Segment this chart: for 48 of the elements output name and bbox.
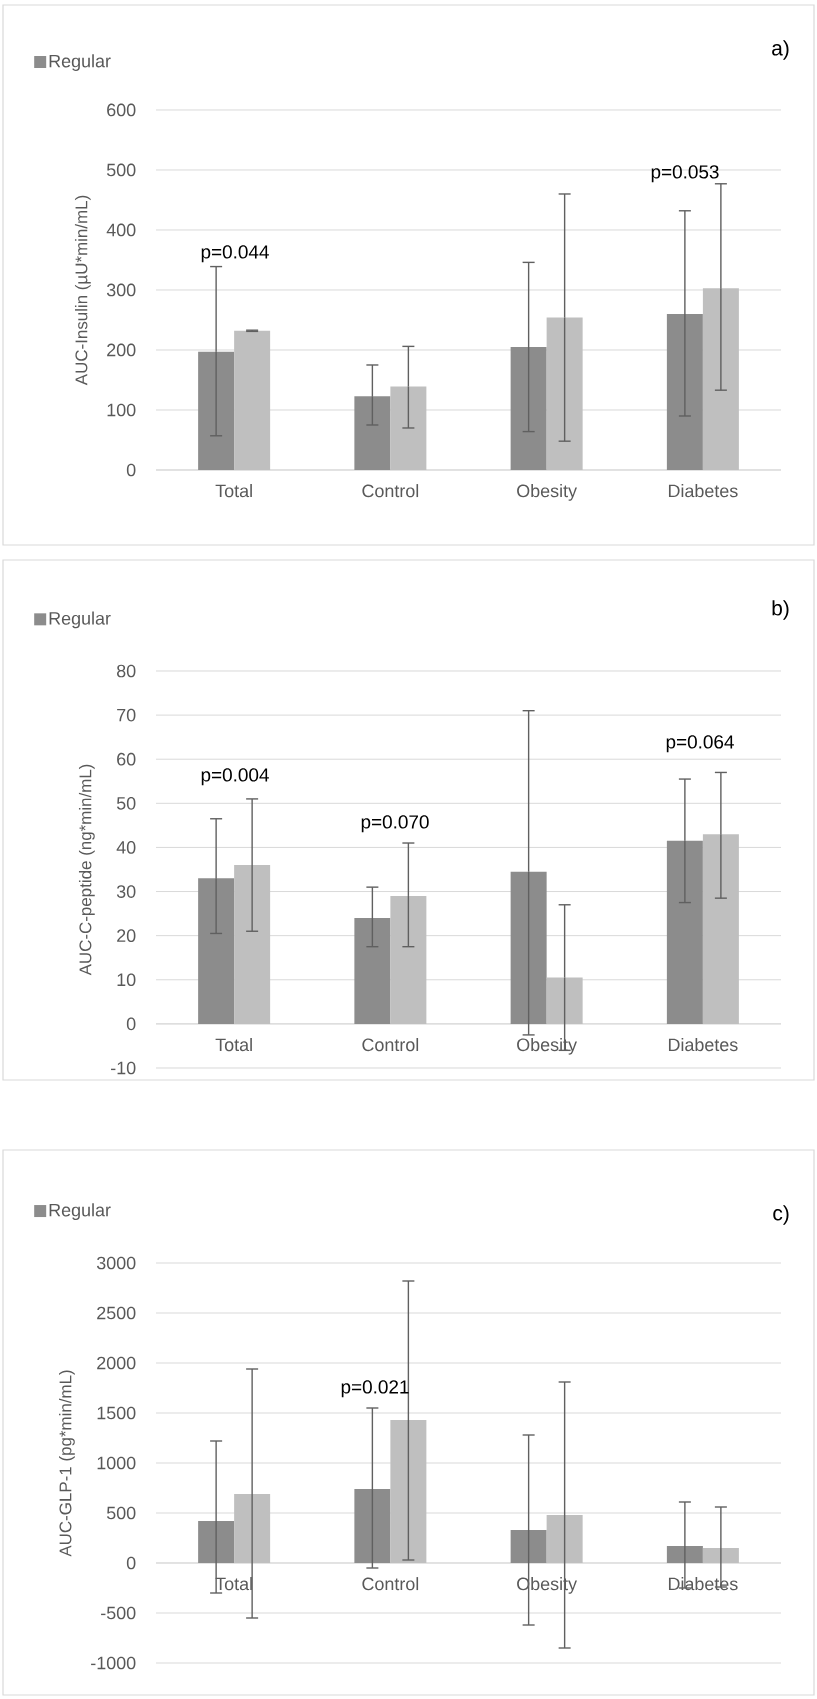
x-tick-label: Control xyxy=(362,1037,419,1052)
y-tick-label: 30 xyxy=(116,885,136,898)
annotation: p=0.064 xyxy=(666,735,734,753)
x-tick-label: Total xyxy=(215,1037,252,1052)
y-tick-label: 600 xyxy=(107,103,136,117)
y-tick-label: 500 xyxy=(106,1506,136,1520)
y-tick-label: 40 xyxy=(116,841,136,854)
legend-label: Regular xyxy=(49,54,111,71)
legend-label: Regular xyxy=(49,611,111,629)
x-tick-label: Control xyxy=(362,484,419,498)
y-tick-label: 1500 xyxy=(97,1406,136,1420)
y-tick-label: 60 xyxy=(117,752,136,766)
y-tick-label: 50 xyxy=(116,796,136,810)
y-tick-label: 0 xyxy=(126,1556,136,1570)
y-tick-label: 500 xyxy=(106,163,136,177)
y-tick-label: 1000 xyxy=(97,1456,136,1470)
y-tick-label: -500 xyxy=(101,1606,136,1620)
text: a) xyxy=(772,40,789,60)
y-tick-label: 400 xyxy=(106,223,136,237)
x-tick-label: Control xyxy=(362,1577,419,1591)
y-axis-title: AUC-Insulin (µU*min/mL) xyxy=(74,195,91,386)
y-tick-label: 0 xyxy=(126,463,136,477)
y-tick-label: 20 xyxy=(117,929,136,942)
x-tick-label: Obesity xyxy=(517,484,577,501)
y-tick-label: 10 xyxy=(117,973,136,987)
y-tick-label: -10 xyxy=(111,1061,136,1075)
annotation: p=0.044 xyxy=(201,245,269,263)
y-axis-title: AUC-C-peptide (ng*min/mL) xyxy=(78,764,95,976)
x-tick-label: Diabetes xyxy=(668,484,738,498)
x-tick-label: Total xyxy=(215,484,252,498)
y-tick-label: 3000 xyxy=(96,1256,136,1270)
y-tick-label: 0 xyxy=(126,1017,136,1031)
annotation: p=0.053 xyxy=(651,165,719,183)
text: c) xyxy=(773,1205,789,1225)
text: b) xyxy=(772,600,789,620)
y-tick-label: 2500 xyxy=(97,1306,136,1320)
legend-label: Regular xyxy=(49,1203,111,1220)
y-tick-label: 70 xyxy=(117,708,136,722)
y-axis-title: AUC-GLP-1 (pg*min/mL) xyxy=(59,1370,75,1557)
x-tick-label: Diabetes xyxy=(668,1037,738,1052)
y-tick-label: 80 xyxy=(116,664,136,678)
y-tick-label: 2000 xyxy=(97,1356,136,1370)
annotation: p=0.070 xyxy=(361,815,429,833)
y-tick-label: -1000 xyxy=(91,1656,136,1670)
y-tick-label: 200 xyxy=(107,343,136,357)
y-tick-label: 300 xyxy=(106,283,136,297)
annotation: p=0.004 xyxy=(201,768,269,786)
y-tick-label: 100 xyxy=(107,403,136,417)
